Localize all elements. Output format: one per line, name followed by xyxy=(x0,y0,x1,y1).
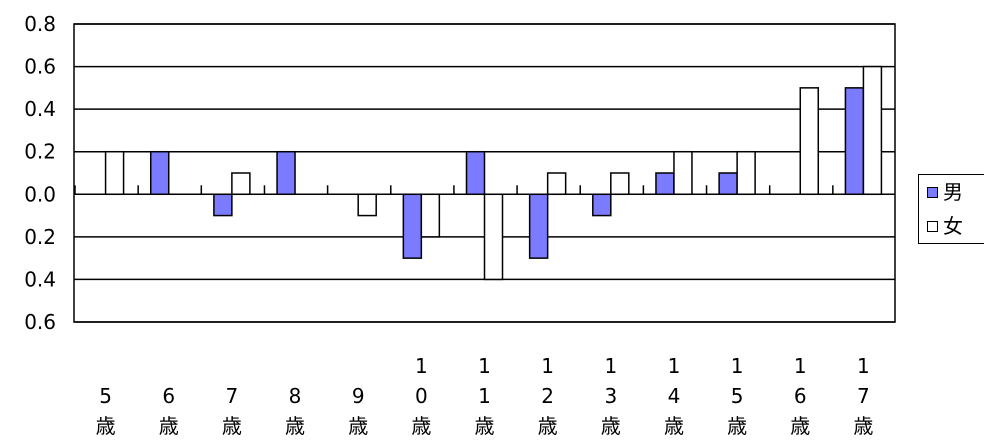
bar-female-0 xyxy=(106,152,124,195)
x-category-label-8-0: 1 xyxy=(604,354,617,378)
y-tick-label-3: 0.2 xyxy=(24,140,56,164)
x-category-label-12-0: 1 xyxy=(857,354,870,378)
bar-male-3 xyxy=(277,152,295,195)
y-tick-label-7: 0.6 xyxy=(24,310,56,334)
bar-male-6 xyxy=(467,152,485,195)
legend-swatch-male xyxy=(927,187,938,198)
x-category-label-4-0: 9 xyxy=(352,384,365,408)
bar-female-7 xyxy=(548,173,566,194)
x-category-label-3-1: 歳 xyxy=(285,414,305,438)
y-tick-label-6: 0.4 xyxy=(24,267,56,291)
x-category-label-0-0: 5 xyxy=(99,384,112,408)
legend-swatch-female xyxy=(927,221,938,232)
x-category-label-2-1: 歳 xyxy=(222,414,242,438)
legend-item-male: 男 xyxy=(927,179,963,205)
bar-female-2 xyxy=(232,173,250,194)
bar-female-9 xyxy=(674,152,692,195)
x-category-label-1-0: 6 xyxy=(162,384,175,408)
x-category-label-6-0: 1 xyxy=(478,354,491,378)
x-category-label-2-0: 7 xyxy=(226,384,239,408)
y-tick-label-2: 0.4 xyxy=(24,97,56,121)
y-tick-label-1: 0.6 xyxy=(24,55,56,79)
bar-male-2 xyxy=(214,194,232,215)
x-category-label-10-1: 5 xyxy=(731,384,744,408)
x-category-label-10-2: 歳 xyxy=(727,414,747,438)
x-category-label-7-2: 歳 xyxy=(538,414,558,438)
x-category-label-11-1: 6 xyxy=(794,384,807,408)
x-category-label-5-1: 0 xyxy=(415,384,428,408)
x-category-label-8-1: 3 xyxy=(604,384,617,408)
x-category-label-5-2: 歳 xyxy=(411,414,431,438)
bar-male-8 xyxy=(593,194,611,215)
x-category-label-7-1: 2 xyxy=(541,384,554,408)
x-category-label-7-0: 1 xyxy=(541,354,554,378)
x-category-label-1-1: 歳 xyxy=(159,414,179,438)
y-tick-label-0: 0.8 xyxy=(24,12,56,36)
bar-female-5 xyxy=(421,194,439,237)
x-category-label-9-2: 歳 xyxy=(664,414,684,438)
bar-female-12 xyxy=(863,67,881,195)
bar-female-10 xyxy=(737,152,755,195)
legend: 男 女 xyxy=(918,174,984,244)
bar-male-12 xyxy=(845,88,863,194)
x-category-label-12-2: 歳 xyxy=(853,414,873,438)
x-category-label-9-0: 1 xyxy=(668,354,681,378)
bar-female-11 xyxy=(800,88,818,194)
legend-item-female: 女 xyxy=(927,213,963,239)
x-category-label-4-1: 歳 xyxy=(348,414,368,438)
x-category-label-9-1: 4 xyxy=(668,384,681,408)
x-category-label-8-2: 歳 xyxy=(601,414,621,438)
y-tick-label-5: 0.2 xyxy=(24,225,56,249)
bar-female-8 xyxy=(611,173,629,194)
legend-label-female: 女 xyxy=(943,216,963,236)
x-category-label-11-2: 歳 xyxy=(790,414,810,438)
x-category-label-0-1: 歳 xyxy=(96,414,116,438)
bar-male-7 xyxy=(530,194,548,258)
plot-area: 0.8 0.6 0.4 0.2 0.0 0.2 0.4 0.6 5 歳 6 歳 7 歳 8 歳 9 歳 1 0 歳 1 1 歳… xyxy=(24,12,895,438)
x-category-label-6-2: 歳 xyxy=(475,414,495,438)
x-category-label-6-1: 1 xyxy=(478,384,491,408)
bar-male-9 xyxy=(656,173,674,194)
x-category-label-11-0: 1 xyxy=(794,354,807,378)
x-category-label-10-0: 1 xyxy=(731,354,744,378)
bar-male-5 xyxy=(403,194,421,258)
y-tick-label-4: 0.0 xyxy=(24,182,56,206)
x-category-label-5-0: 1 xyxy=(415,354,428,378)
bar-female-6 xyxy=(485,194,503,279)
bar-male-10 xyxy=(719,173,737,194)
bar-female-4 xyxy=(358,194,376,215)
legend-label-male: 男 xyxy=(943,182,963,202)
x-category-label-3-0: 8 xyxy=(289,384,302,408)
bar-male-1 xyxy=(151,152,169,195)
x-category-label-12-1: 7 xyxy=(857,384,870,408)
